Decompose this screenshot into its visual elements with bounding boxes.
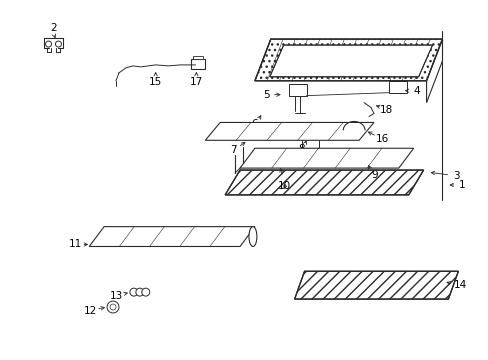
Text: 5: 5	[263, 90, 269, 100]
Text: 15: 15	[149, 77, 162, 87]
Circle shape	[107, 301, 119, 313]
Polygon shape	[294, 271, 457, 299]
Polygon shape	[89, 227, 254, 247]
Text: 1: 1	[458, 180, 465, 190]
Circle shape	[55, 41, 61, 47]
Text: 16: 16	[376, 134, 389, 144]
Polygon shape	[224, 170, 423, 195]
Text: 11: 11	[68, 239, 82, 249]
Text: 17: 17	[189, 77, 203, 87]
Text: 9: 9	[371, 170, 378, 180]
Polygon shape	[205, 122, 373, 140]
Circle shape	[130, 288, 138, 296]
Polygon shape	[269, 45, 432, 77]
Text: 12: 12	[83, 306, 97, 316]
Bar	[191, 59, 205, 69]
Polygon shape	[254, 39, 442, 81]
Text: 6: 6	[251, 120, 258, 130]
Bar	[193, 56, 203, 59]
Text: 18: 18	[380, 104, 393, 114]
Text: 3: 3	[452, 171, 459, 181]
Circle shape	[136, 288, 143, 296]
Text: 4: 4	[412, 86, 419, 96]
Text: 8: 8	[298, 144, 304, 154]
Bar	[388, 81, 406, 93]
Bar	[301, 125, 319, 138]
Text: 13: 13	[109, 291, 122, 301]
Circle shape	[142, 288, 149, 296]
Text: 2: 2	[50, 23, 57, 33]
Circle shape	[110, 304, 116, 310]
Text: 7: 7	[229, 145, 236, 155]
Bar	[288, 84, 306, 96]
Polygon shape	[240, 148, 413, 168]
Circle shape	[45, 41, 51, 47]
Text: 14: 14	[453, 280, 466, 290]
Text: 10: 10	[278, 181, 291, 191]
Polygon shape	[426, 39, 442, 103]
Ellipse shape	[248, 227, 256, 247]
